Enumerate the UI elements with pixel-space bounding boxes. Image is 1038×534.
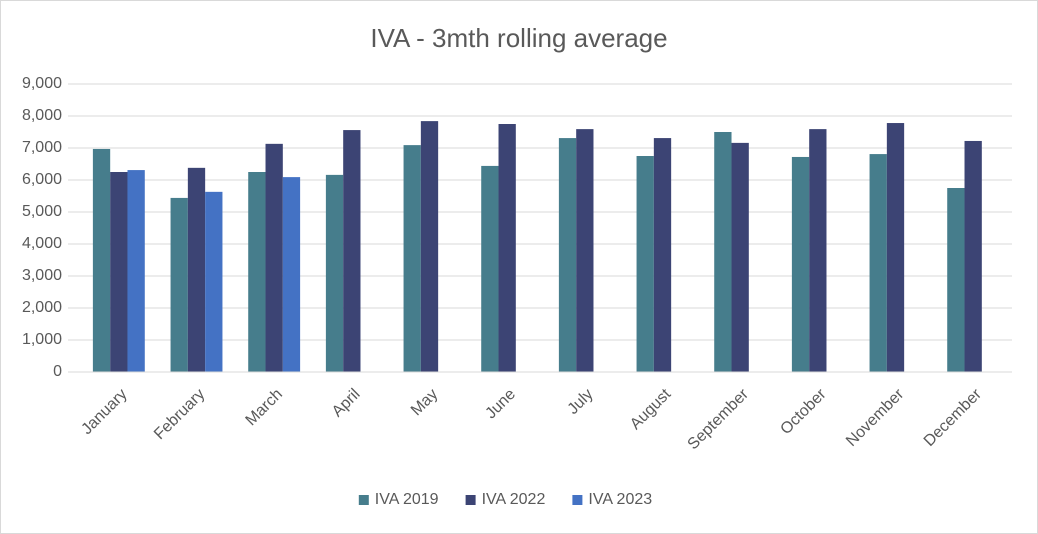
bar	[420, 121, 439, 373]
y-tick-label: 4,000	[22, 235, 62, 252]
y-tick-label: 3,000	[22, 267, 62, 284]
y-tick-label: 6,000	[22, 171, 62, 188]
bar	[282, 177, 301, 372]
bar	[964, 140, 982, 372]
y-tick-label: 0	[53, 363, 62, 380]
y-tick-label: 5,000	[22, 203, 62, 220]
y-tick-label: 8,000	[22, 107, 62, 124]
bar	[187, 167, 206, 372]
bar	[205, 191, 223, 372]
bar	[127, 170, 145, 372]
bar	[248, 172, 266, 372]
legend-label: IVA 2019	[375, 491, 439, 508]
bar	[170, 197, 188, 372]
y-tick-label: 7,000	[22, 139, 62, 156]
bar	[481, 165, 499, 372]
bar	[869, 154, 887, 372]
bar	[558, 138, 577, 372]
bar	[110, 172, 128, 372]
bar	[403, 145, 421, 372]
bar	[325, 174, 344, 372]
legend-swatch	[465, 495, 476, 505]
bar	[653, 138, 672, 372]
bar	[498, 124, 516, 372]
legend-label: IVA 2023	[588, 491, 652, 508]
bar	[265, 143, 283, 372]
y-tick-label: 9,000	[22, 75, 62, 92]
legend-swatch	[358, 495, 369, 505]
y-tick-label: 1,000	[22, 331, 62, 348]
legend-swatch	[572, 495, 583, 505]
bar	[791, 156, 810, 372]
bar	[636, 156, 654, 372]
bar	[343, 130, 361, 372]
legend-label: IVA 2022	[482, 491, 546, 508]
bar	[92, 148, 111, 372]
bar	[809, 129, 827, 372]
chart-title: IVA - 3mth rolling average	[370, 23, 667, 53]
y-tick-label: 2,000	[22, 299, 62, 316]
bar	[886, 123, 905, 372]
bar	[576, 129, 594, 372]
bar	[947, 188, 965, 372]
bar	[714, 132, 732, 372]
bar	[731, 142, 749, 372]
